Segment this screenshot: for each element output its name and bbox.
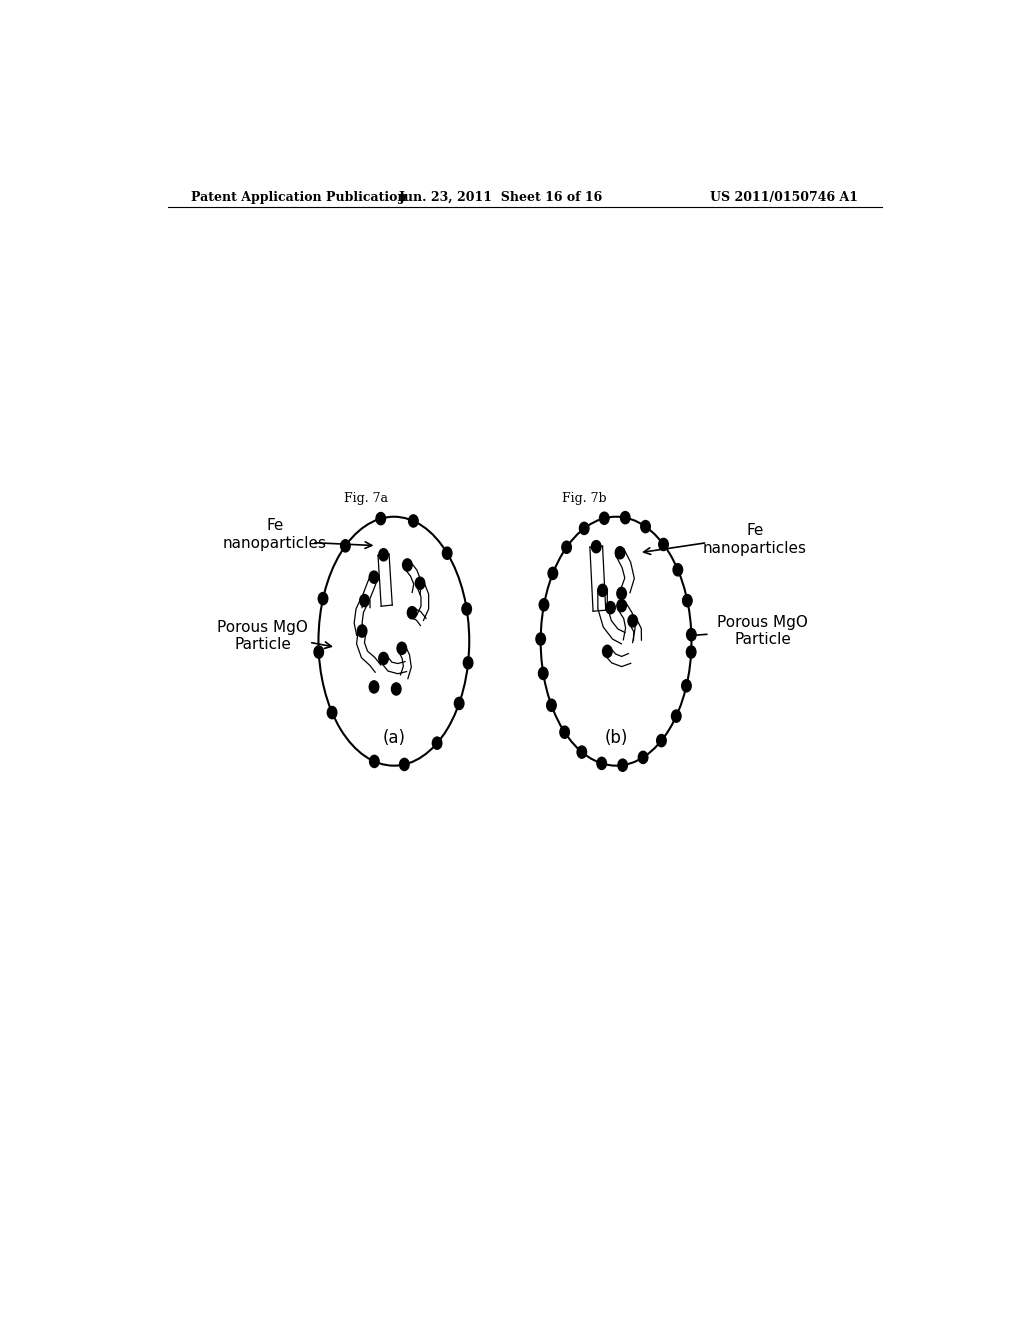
Circle shape [455, 697, 464, 710]
Circle shape [462, 603, 471, 615]
Circle shape [399, 759, 410, 771]
Circle shape [606, 602, 615, 614]
Circle shape [547, 700, 556, 711]
Circle shape [656, 734, 667, 747]
Circle shape [370, 755, 379, 767]
Circle shape [616, 587, 627, 599]
Text: Patent Application Publication: Patent Application Publication [191, 190, 407, 203]
Circle shape [397, 643, 407, 655]
Circle shape [341, 540, 350, 552]
Circle shape [318, 593, 328, 605]
Circle shape [683, 594, 692, 607]
Text: US 2011/0150746 A1: US 2011/0150746 A1 [710, 190, 858, 203]
Circle shape [641, 520, 650, 533]
Text: Jun. 23, 2011  Sheet 16 of 16: Jun. 23, 2011 Sheet 16 of 16 [399, 190, 603, 203]
Circle shape [615, 546, 625, 558]
Circle shape [592, 541, 601, 553]
Circle shape [463, 657, 473, 669]
Circle shape [359, 594, 370, 607]
Ellipse shape [318, 516, 469, 766]
Circle shape [357, 624, 367, 638]
Circle shape [539, 668, 548, 680]
Circle shape [402, 558, 412, 572]
Circle shape [658, 539, 669, 550]
Circle shape [379, 652, 388, 664]
Circle shape [638, 751, 648, 763]
Circle shape [599, 512, 609, 524]
Circle shape [432, 737, 442, 750]
Circle shape [391, 682, 401, 696]
Circle shape [379, 549, 388, 561]
Circle shape [673, 564, 683, 576]
Circle shape [376, 512, 385, 525]
Circle shape [580, 523, 589, 535]
Circle shape [409, 515, 418, 527]
Circle shape [442, 546, 452, 560]
Text: Fe
nanoparticles: Fe nanoparticles [702, 523, 807, 556]
Circle shape [617, 759, 628, 771]
Circle shape [328, 706, 337, 718]
Circle shape [616, 599, 627, 611]
Text: Porous MgO
Particle: Porous MgO Particle [718, 615, 808, 647]
Circle shape [408, 607, 417, 619]
Circle shape [370, 681, 379, 693]
Circle shape [672, 710, 681, 722]
Text: (a): (a) [382, 729, 406, 747]
Circle shape [536, 632, 546, 645]
Circle shape [562, 541, 571, 553]
Ellipse shape [541, 516, 691, 766]
Circle shape [578, 746, 587, 758]
Circle shape [686, 645, 696, 659]
Circle shape [560, 726, 569, 738]
Circle shape [416, 577, 425, 589]
Text: Fig. 7b: Fig. 7b [562, 492, 606, 506]
Circle shape [602, 645, 612, 657]
Circle shape [370, 572, 379, 583]
Circle shape [548, 568, 558, 579]
Text: Porous MgO
Particle: Porous MgO Particle [217, 620, 308, 652]
Circle shape [686, 628, 696, 640]
Circle shape [621, 512, 630, 524]
Circle shape [628, 615, 638, 627]
Circle shape [682, 680, 691, 692]
Text: (b): (b) [604, 729, 628, 747]
Circle shape [314, 645, 324, 659]
Text: Fe
nanoparticles: Fe nanoparticles [223, 519, 327, 550]
Circle shape [598, 585, 607, 597]
Circle shape [540, 599, 549, 611]
Circle shape [597, 758, 606, 770]
Text: Fig. 7a: Fig. 7a [344, 492, 388, 506]
